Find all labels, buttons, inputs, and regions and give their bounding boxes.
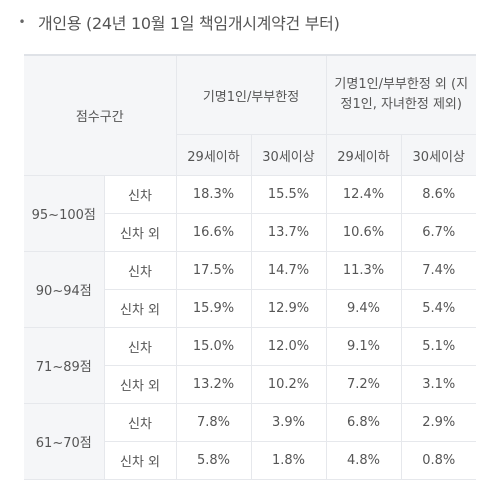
rate-cell: 8.6% [401, 175, 476, 214]
table-row: 신차 외 15.9% 12.9% 9.4% 5.4% [24, 289, 476, 328]
rate-cell: 11.3% [326, 251, 402, 290]
car-type-label: 신차 [104, 327, 177, 366]
rate-cell: 3.1% [401, 365, 476, 404]
rate-cell: 2.9% [401, 403, 476, 442]
age-header-under-29: 29세이하 [326, 134, 402, 176]
table-row: 95~100점 신차 18.3% 15.5% 12.4% 8.6% [24, 175, 476, 252]
discount-rate-table: 점수구간 기명1인/부부한정 기명1인/부부한정 외 (지정1인, 자녀한정 제… [24, 54, 476, 480]
header-row: 점수구간 기명1인/부부한정 기명1인/부부한정 외 (지정1인, 자녀한정 제… [24, 54, 476, 176]
car-type-label: 신차 외 [104, 213, 177, 252]
age-header-over-30: 30세이상 [251, 134, 327, 176]
car-type-label: 신차 외 [104, 289, 177, 328]
group-header-named-couple: 기명1인/부부한정 [176, 54, 327, 135]
group-header-other-label: 기명1인/부부한정 외 (지정1인, 자녀한정 제외) [334, 77, 469, 112]
table-row: 90~94점 신차 17.5% 14.7% 11.3% 7.4% [24, 251, 476, 328]
rate-cell: 7.8% [176, 403, 252, 442]
table-row: 71~89점 신차 15.0% 12.0% 9.1% 5.1% [24, 327, 476, 404]
rate-cell: 10.6% [326, 213, 402, 252]
table-row: 신차 외 13.2% 10.2% 7.2% 3.1% [24, 365, 476, 404]
car-type-label: 신차 [104, 251, 177, 290]
car-type-label: 신차 외 [104, 365, 177, 404]
rate-cell: 18.3% [176, 175, 252, 214]
rate-cell: 17.5% [176, 251, 252, 290]
section-title: 개인용 (24년 10월 1일 책임개시계약건 부터) [38, 14, 340, 33]
score-band-label: 90~94점 [24, 251, 105, 328]
rate-cell: 14.7% [251, 251, 327, 290]
rate-cell: 6.7% [401, 213, 476, 252]
rate-cell: 15.9% [176, 289, 252, 328]
rate-cell: 9.1% [326, 327, 402, 366]
bullet-icon: • [18, 15, 26, 29]
score-band-label: 71~89점 [24, 327, 105, 404]
rate-cell: 3.9% [251, 403, 327, 442]
rate-cell: 16.6% [176, 213, 252, 252]
table-header: 점수구간 기명1인/부부한정 기명1인/부부한정 외 (지정1인, 자녀한정 제… [24, 54, 476, 176]
table-row: 신차 외 16.6% 13.7% 10.6% 6.7% [24, 213, 476, 252]
car-type-label: 신차 [104, 403, 177, 442]
rate-cell: 5.1% [401, 327, 476, 366]
car-type-label: 신차 외 [104, 441, 177, 480]
table-row: 신차 외 5.8% 1.8% 4.8% 0.8% [24, 441, 476, 480]
table-row: 61~70점 신차 7.8% 3.9% 6.8% 2.9% [24, 403, 476, 480]
age-header-over-30: 30세이상 [401, 134, 476, 176]
table-body: 95~100점 신차 18.3% 15.5% 12.4% 8.6% 신차 외 1… [24, 175, 476, 480]
age-header-under-29: 29세이하 [176, 134, 252, 176]
rate-cell: 9.4% [326, 289, 402, 328]
group-header-other: 기명1인/부부한정 외 (지정1인, 자녀한정 제외) [326, 54, 476, 135]
rate-cell: 4.8% [326, 441, 402, 480]
rate-cell: 12.0% [251, 327, 327, 366]
car-type-label: 신차 [104, 175, 177, 214]
rate-cell: 13.2% [176, 365, 252, 404]
rate-cell: 7.4% [401, 251, 476, 290]
rate-cell: 12.4% [326, 175, 402, 214]
rate-cell: 7.2% [326, 365, 402, 404]
rate-cell: 5.4% [401, 289, 476, 328]
score-range-header: 점수구간 [24, 54, 177, 176]
rate-cell: 1.8% [251, 441, 327, 480]
score-band-label: 95~100점 [24, 175, 105, 252]
score-band-label: 61~70점 [24, 403, 105, 480]
rate-cell: 15.0% [176, 327, 252, 366]
rate-cell: 5.8% [176, 441, 252, 480]
rate-cell: 10.2% [251, 365, 327, 404]
rate-cell: 15.5% [251, 175, 327, 214]
rate-cell: 0.8% [401, 441, 476, 480]
rate-cell: 13.7% [251, 213, 327, 252]
rate-cell: 6.8% [326, 403, 402, 442]
section-heading: • 개인용 (24년 10월 1일 책임개시계약건 부터) [0, 8, 500, 36]
age-header-row: 29세이하 30세이상 29세이하 30세이상 [24, 134, 476, 176]
rate-cell: 12.9% [251, 289, 327, 328]
